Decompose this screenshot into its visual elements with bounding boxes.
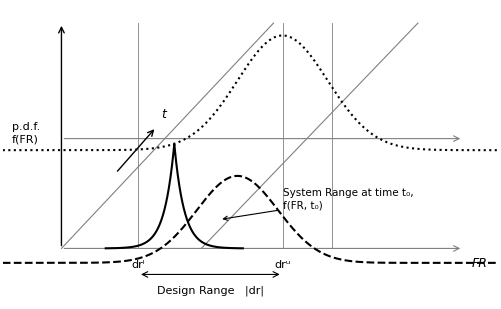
- Text: drᵘ: drᵘ: [274, 260, 290, 270]
- Text: p.d.f.
f(FR): p.d.f. f(FR): [12, 122, 40, 144]
- Text: t: t: [160, 108, 165, 121]
- Text: Design Range   |dr|: Design Range |dr|: [157, 286, 264, 297]
- Text: System Range at time t₀,
f(FR, t₀): System Range at time t₀, f(FR, t₀): [223, 188, 412, 220]
- Text: drˡ: drˡ: [131, 260, 145, 270]
- Text: FR: FR: [471, 257, 487, 270]
